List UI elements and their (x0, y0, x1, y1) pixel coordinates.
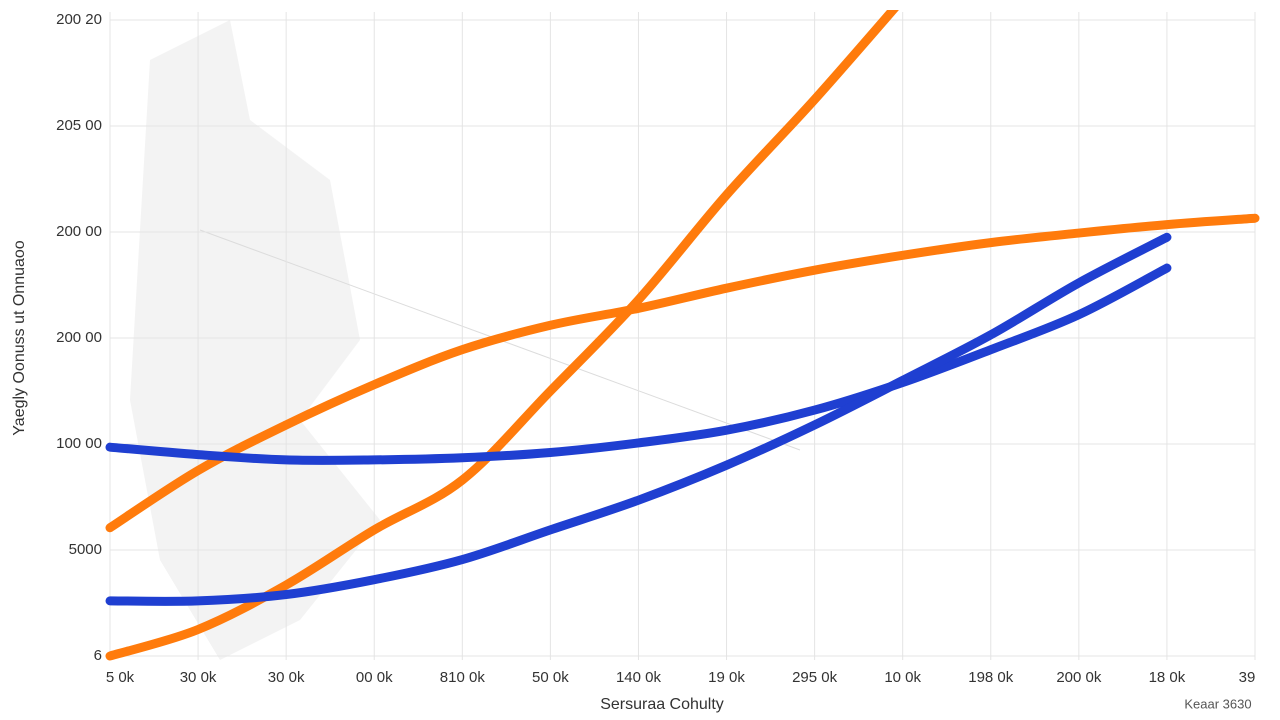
y-tick-label: 100 00 (56, 435, 102, 452)
y-tick-label: 200 00 (56, 329, 102, 346)
x-tick-label: 810 0k (440, 669, 486, 686)
x-tick-label: 19 0k (708, 669, 745, 686)
x-tick-label: 295 0k (792, 669, 838, 686)
x-tick-label: 30 0k (180, 669, 217, 686)
x-tick-label: 140 0k (616, 669, 662, 686)
series-line (105, 232, 1172, 606)
x-tick-label: 30 0k (268, 669, 305, 686)
x-tick-label: 39 (1239, 669, 1256, 686)
x-tick-label: 00 0k (356, 669, 393, 686)
x-tick-label: 200 0k (1056, 669, 1102, 686)
y-tick-label: 200 00 (56, 223, 102, 240)
plot-area (105, 10, 1260, 661)
series-line (105, 213, 1260, 533)
y-axis-label: Yaegly Oonuss ut Onnuaoo (11, 240, 28, 435)
y-tick-label: 205 00 (56, 117, 102, 134)
note: Keaar 3630 (1184, 696, 1251, 711)
x-axis-label: Sersuraa Cohulty (600, 696, 724, 713)
series-line (105, 263, 1172, 465)
y-tick-label: 6 (94, 647, 102, 664)
x-tick-label: 5 0k (106, 669, 135, 686)
background-map (130, 20, 380, 660)
y-tick-label: 5000 (69, 541, 102, 558)
x-tick-label: 18 0k (1149, 669, 1186, 686)
x-tick-label: 10 0k (884, 669, 921, 686)
y-tick-label: 200 20 (56, 11, 102, 28)
x-tick-label: 50 0k (532, 669, 569, 686)
x-tick-label: 198 0k (968, 669, 1014, 686)
